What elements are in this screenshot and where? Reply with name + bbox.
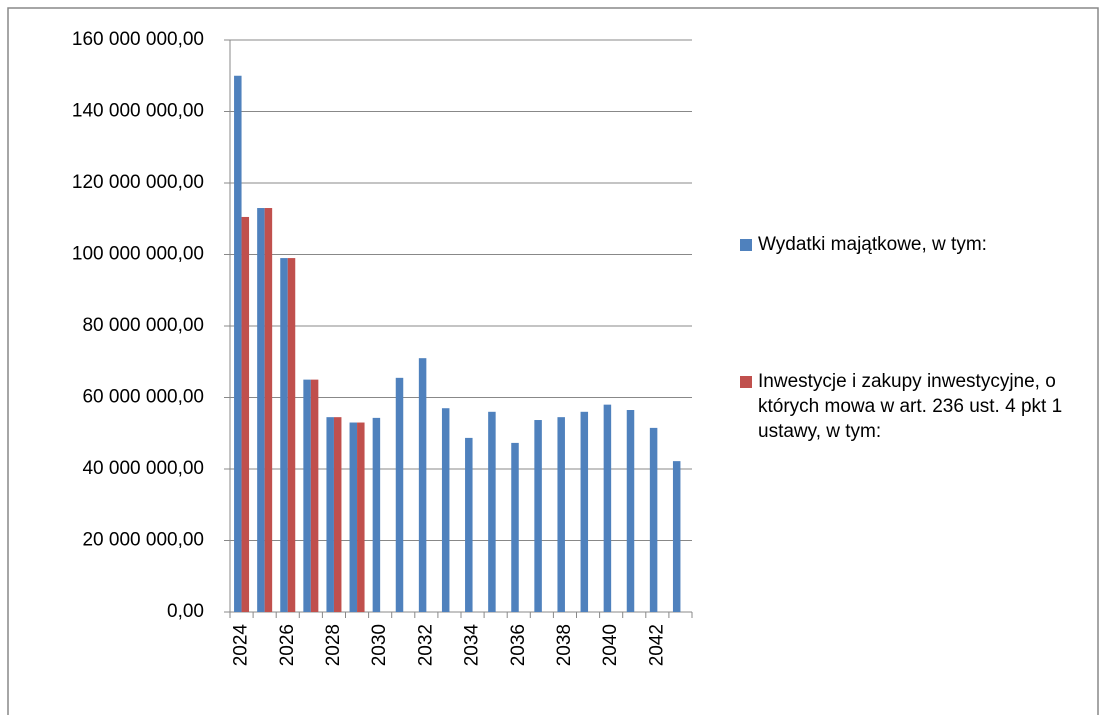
x-tick-label: 2032 — [415, 624, 436, 666]
bar — [580, 411, 589, 612]
bar — [395, 377, 404, 612]
bar — [488, 411, 496, 612]
bar — [441, 408, 450, 612]
y-tick-label: 60 000 000,00 — [82, 387, 204, 408]
legend-label: Inwestycje i zakupy inwestycyjne, o któr… — [758, 371, 1063, 442]
bar — [649, 427, 658, 612]
x-tick-label: 2034 — [462, 624, 483, 667]
legend-item: Wydatki majątkowe, w tym: — [740, 232, 1090, 257]
y-tick-label: 40 000 000,00 — [82, 458, 204, 479]
legend: Wydatki majątkowe, w tym: Inwestycje i za… — [740, 232, 1090, 444]
x-tick-label: 2042 — [646, 624, 667, 666]
bar — [241, 216, 250, 612]
bar — [465, 437, 473, 612]
bar — [418, 358, 427, 612]
x-tick-label: 2036 — [508, 624, 529, 666]
chart-frame — [7, 7, 1099, 715]
bar — [326, 417, 334, 612]
bar — [626, 410, 635, 612]
y-tick-label: 140 000 000,00 — [72, 101, 204, 122]
legend-swatch — [740, 239, 752, 251]
bar — [264, 208, 273, 612]
bar — [287, 258, 296, 612]
bar — [234, 75, 242, 612]
x-tick-label: 2028 — [323, 624, 344, 666]
x-tick-label: 2040 — [600, 624, 621, 666]
y-tick-label: 20 000 000,00 — [82, 530, 204, 551]
bar — [333, 417, 342, 612]
legend-swatch — [740, 376, 752, 388]
bar — [534, 420, 542, 612]
bar — [257, 208, 265, 612]
bar — [372, 417, 381, 612]
y-tick-label: 160 000 000,00 — [72, 29, 204, 50]
x-tick-label: 2026 — [277, 624, 298, 666]
x-tick-label: 2038 — [554, 624, 575, 666]
bar — [511, 442, 519, 612]
y-tick-label: 120 000 000,00 — [72, 172, 204, 193]
bar — [557, 417, 565, 612]
y-tick-label: 80 000 000,00 — [82, 315, 204, 336]
bar — [603, 404, 612, 612]
y-tick-label: 0,00 — [167, 601, 204, 622]
bar — [280, 258, 288, 612]
y-tick-label: 100 000 000,00 — [72, 244, 204, 265]
legend-label: Wydatki majątkowe, w tym: — [758, 234, 987, 255]
bar — [672, 461, 681, 612]
bar — [303, 379, 311, 612]
bar — [349, 422, 358, 612]
bar — [310, 379, 319, 612]
legend-item: Inwestycje i zakupy inwestycyjne, o któr… — [740, 369, 1090, 444]
x-tick-label: 2030 — [369, 624, 390, 666]
bar — [357, 422, 365, 612]
x-tick-label: 2024 — [231, 624, 252, 667]
